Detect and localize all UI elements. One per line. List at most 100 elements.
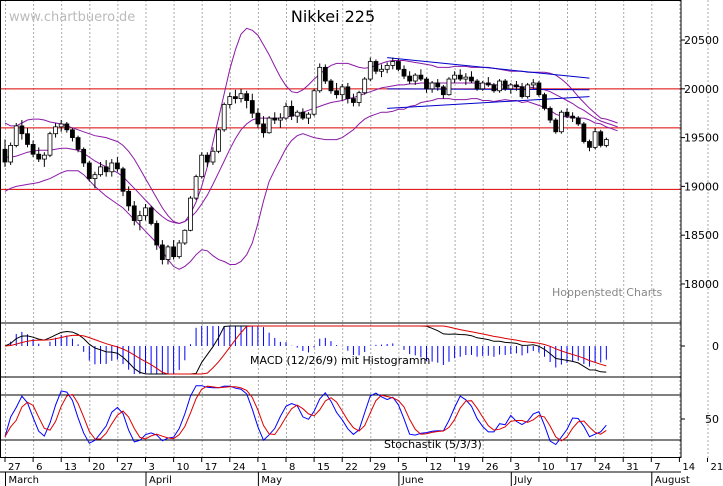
candle-body	[429, 82, 435, 90]
candle-body	[64, 123, 70, 131]
candle-body	[356, 92, 362, 103]
macd-tick-label: 0	[712, 340, 719, 353]
candle-body	[210, 150, 216, 163]
source-label: Hoppenstedt Charts	[552, 286, 663, 299]
candle-body	[367, 61, 373, 80]
candle-body	[395, 61, 401, 70]
candle-body	[435, 82, 441, 88]
date-tick-label: 31	[626, 462, 639, 473]
candle-body	[36, 153, 42, 160]
candle-body	[485, 82, 491, 86]
date-tick-label: 26	[486, 462, 499, 473]
candle-body	[553, 119, 559, 133]
price-tick-label: 18500	[684, 229, 719, 242]
candle-body	[457, 74, 463, 80]
candle-body	[530, 82, 536, 86]
price-tick-label: 19500	[684, 132, 719, 145]
stochastic-label: Stochastik (5/3/3)	[384, 438, 482, 451]
candle-body	[587, 141, 592, 148]
candle-body	[176, 242, 182, 258]
date-tick-label: 27	[8, 462, 21, 473]
candle-body	[86, 162, 92, 179]
month-label: March	[9, 475, 39, 486]
candle-body	[159, 244, 165, 260]
candle-body	[390, 61, 396, 66]
candle-body	[283, 105, 289, 119]
candle-body	[143, 207, 148, 217]
candle-body	[384, 65, 390, 70]
candle-body	[171, 246, 177, 258]
candle-body	[570, 115, 576, 119]
candle-body	[30, 144, 36, 155]
candle-body	[75, 137, 81, 150]
date-tick-label: 6	[36, 462, 42, 473]
stochastic-k-line	[4, 385, 607, 446]
candle-body	[244, 93, 250, 101]
watermark-text: www.chartbuero.de	[9, 10, 135, 25]
candle-body	[289, 105, 295, 117]
candle-body	[165, 246, 171, 260]
date-tick-label: 17	[570, 462, 583, 473]
candle-body	[497, 80, 502, 92]
candle-body	[424, 78, 429, 90]
candle-body	[188, 197, 193, 231]
date-tick-label: 7	[654, 462, 660, 473]
candle-body	[306, 113, 311, 119]
candle-body	[227, 96, 233, 105]
plot-frame	[0, 0, 682, 458]
mid-trend-line	[387, 88, 590, 91]
candle-body	[8, 145, 14, 163]
candle-body	[480, 82, 486, 90]
date-tick-label: 8	[289, 462, 295, 473]
month-label: May	[261, 475, 282, 486]
candle-body	[115, 162, 120, 170]
candle-body	[598, 131, 604, 146]
upper-trend-line	[387, 57, 590, 79]
macd-label: MACD (12/26/9) mit Histogramm	[250, 354, 430, 367]
price-tick-label: 20500	[684, 34, 719, 47]
candle-body	[261, 123, 266, 134]
candle-body	[474, 80, 480, 90]
candle-body	[345, 86, 351, 99]
date-tick-label: 13	[64, 462, 77, 473]
month-label: June	[401, 475, 424, 486]
date-tick-label: 3	[149, 462, 155, 473]
stochastic-tick-label: 50	[705, 413, 719, 426]
date-tick-label: 20	[92, 462, 105, 473]
candle-body	[58, 123, 64, 128]
candle-body	[255, 112, 261, 125]
candle-body	[547, 107, 553, 121]
candle-body	[131, 205, 137, 221]
date-tick-label: 5	[401, 462, 407, 473]
candle-body	[463, 76, 469, 80]
candle-body	[238, 93, 244, 99]
candle-body	[351, 98, 356, 103]
date-tick-label: 12	[430, 462, 443, 473]
candle-body	[19, 125, 25, 135]
candle-body	[379, 68, 384, 72]
candle-body	[272, 117, 278, 121]
candle-body	[233, 96, 238, 99]
candle-body	[120, 168, 126, 192]
date-tick-label: 3	[514, 462, 520, 473]
date-tick-label: 15	[317, 462, 330, 473]
candle-body	[508, 84, 514, 90]
candle-body	[412, 74, 418, 82]
candle-body	[334, 90, 339, 96]
candle-body	[182, 229, 188, 244]
date-tick-label: 14	[682, 462, 695, 473]
candle-body	[603, 139, 609, 146]
candle-body	[41, 154, 47, 160]
candle-body	[98, 166, 103, 176]
candle-body	[216, 129, 221, 152]
date-tick-label: 21	[711, 462, 723, 473]
candle-body	[277, 117, 283, 121]
candle-body	[25, 133, 30, 145]
candle-body	[491, 84, 497, 92]
candle-body	[418, 74, 424, 80]
candle-body	[199, 154, 205, 178]
candle-body	[294, 111, 300, 117]
bollinger-upper-line	[4, 27, 618, 225]
